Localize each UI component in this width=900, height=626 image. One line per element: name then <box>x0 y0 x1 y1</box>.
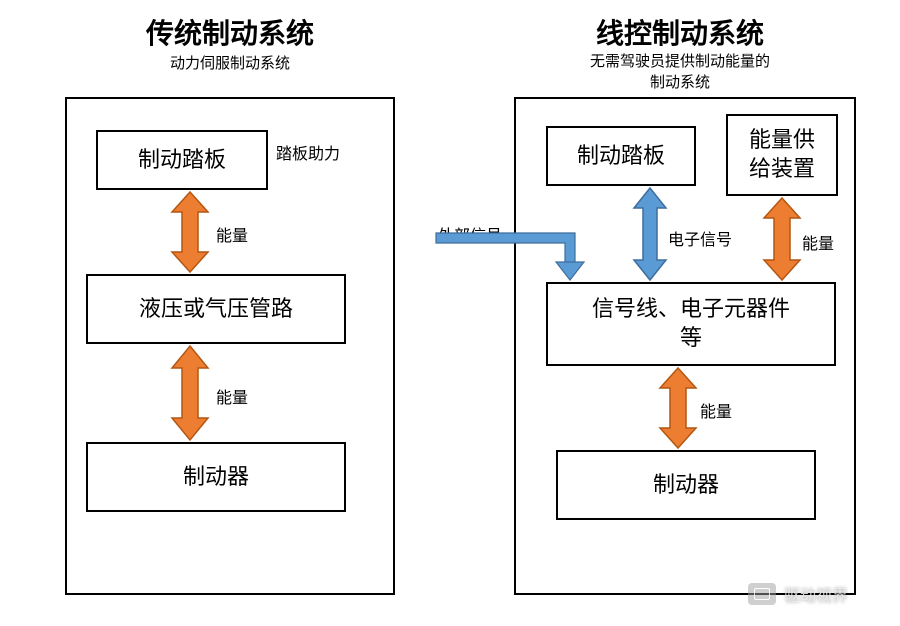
right-node-pedal: 制动踏板 <box>546 126 696 186</box>
left-node-brake-label: 制动器 <box>183 463 249 492</box>
right-arrow-orange2-label: 能量 <box>700 398 732 422</box>
right-node-signal-label: 信号线、电子元器件 等 <box>592 295 790 352</box>
left-arrow2-label: 能量 <box>216 384 248 408</box>
right-node-supply-label: 能量供 给装置 <box>749 126 815 183</box>
watermark-text: 驱动视界 <box>784 582 848 606</box>
left-arrow1-label: 能量 <box>216 222 248 246</box>
right-node-brake: 制动器 <box>556 450 816 520</box>
right-node-pedal-label: 制动踏板 <box>577 142 665 171</box>
right-arrow-blue-label: 电子信号 <box>668 226 732 250</box>
left-node-pipe: 液压或气压管路 <box>86 274 346 344</box>
left-pedal-assist-label: 踏板助力 <box>276 140 340 164</box>
left-title: 传统制动系统 <box>65 12 395 52</box>
left-node-brake: 制动器 <box>86 442 346 512</box>
left-node-pipe-label: 液压或气压管路 <box>139 295 293 324</box>
right-title: 线控制动系统 <box>490 12 870 52</box>
wechat-icon <box>748 583 776 605</box>
right-node-brake-label: 制动器 <box>653 471 719 500</box>
right-subtitle: 无需驾驶员提供制动能量的 制动系统 <box>490 50 870 92</box>
right-arrow-orange1-label: 能量 <box>802 230 834 254</box>
left-node-pedal: 制动踏板 <box>96 130 268 190</box>
watermark: 驱动视界 <box>748 582 848 606</box>
right-node-supply: 能量供 给装置 <box>726 114 838 196</box>
right-arrow-ext-label: 外部信号 <box>438 222 502 246</box>
right-node-signal: 信号线、电子元器件 等 <box>546 282 836 366</box>
left-node-pedal-label: 制动踏板 <box>138 146 226 175</box>
left-subtitle: 动力伺服制动系统 <box>65 52 395 73</box>
